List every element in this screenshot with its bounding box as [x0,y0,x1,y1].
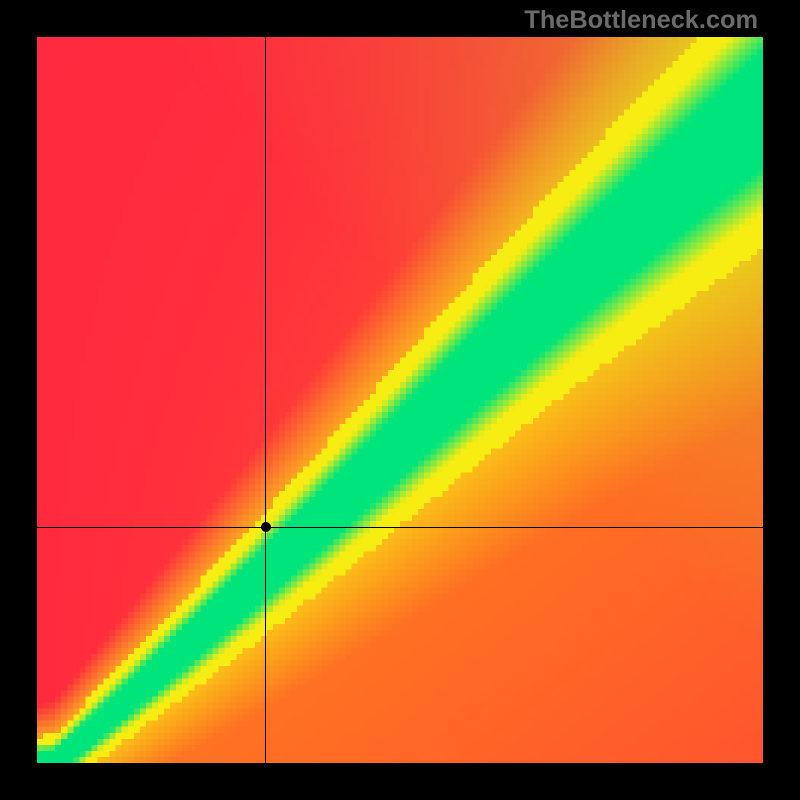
bottleneck-heatmap [37,37,763,763]
crosshair-horizontal [37,527,763,528]
crosshair-marker [261,522,271,532]
crosshair-vertical [265,37,266,763]
watermark-text: TheBottleneck.com [524,6,758,35]
